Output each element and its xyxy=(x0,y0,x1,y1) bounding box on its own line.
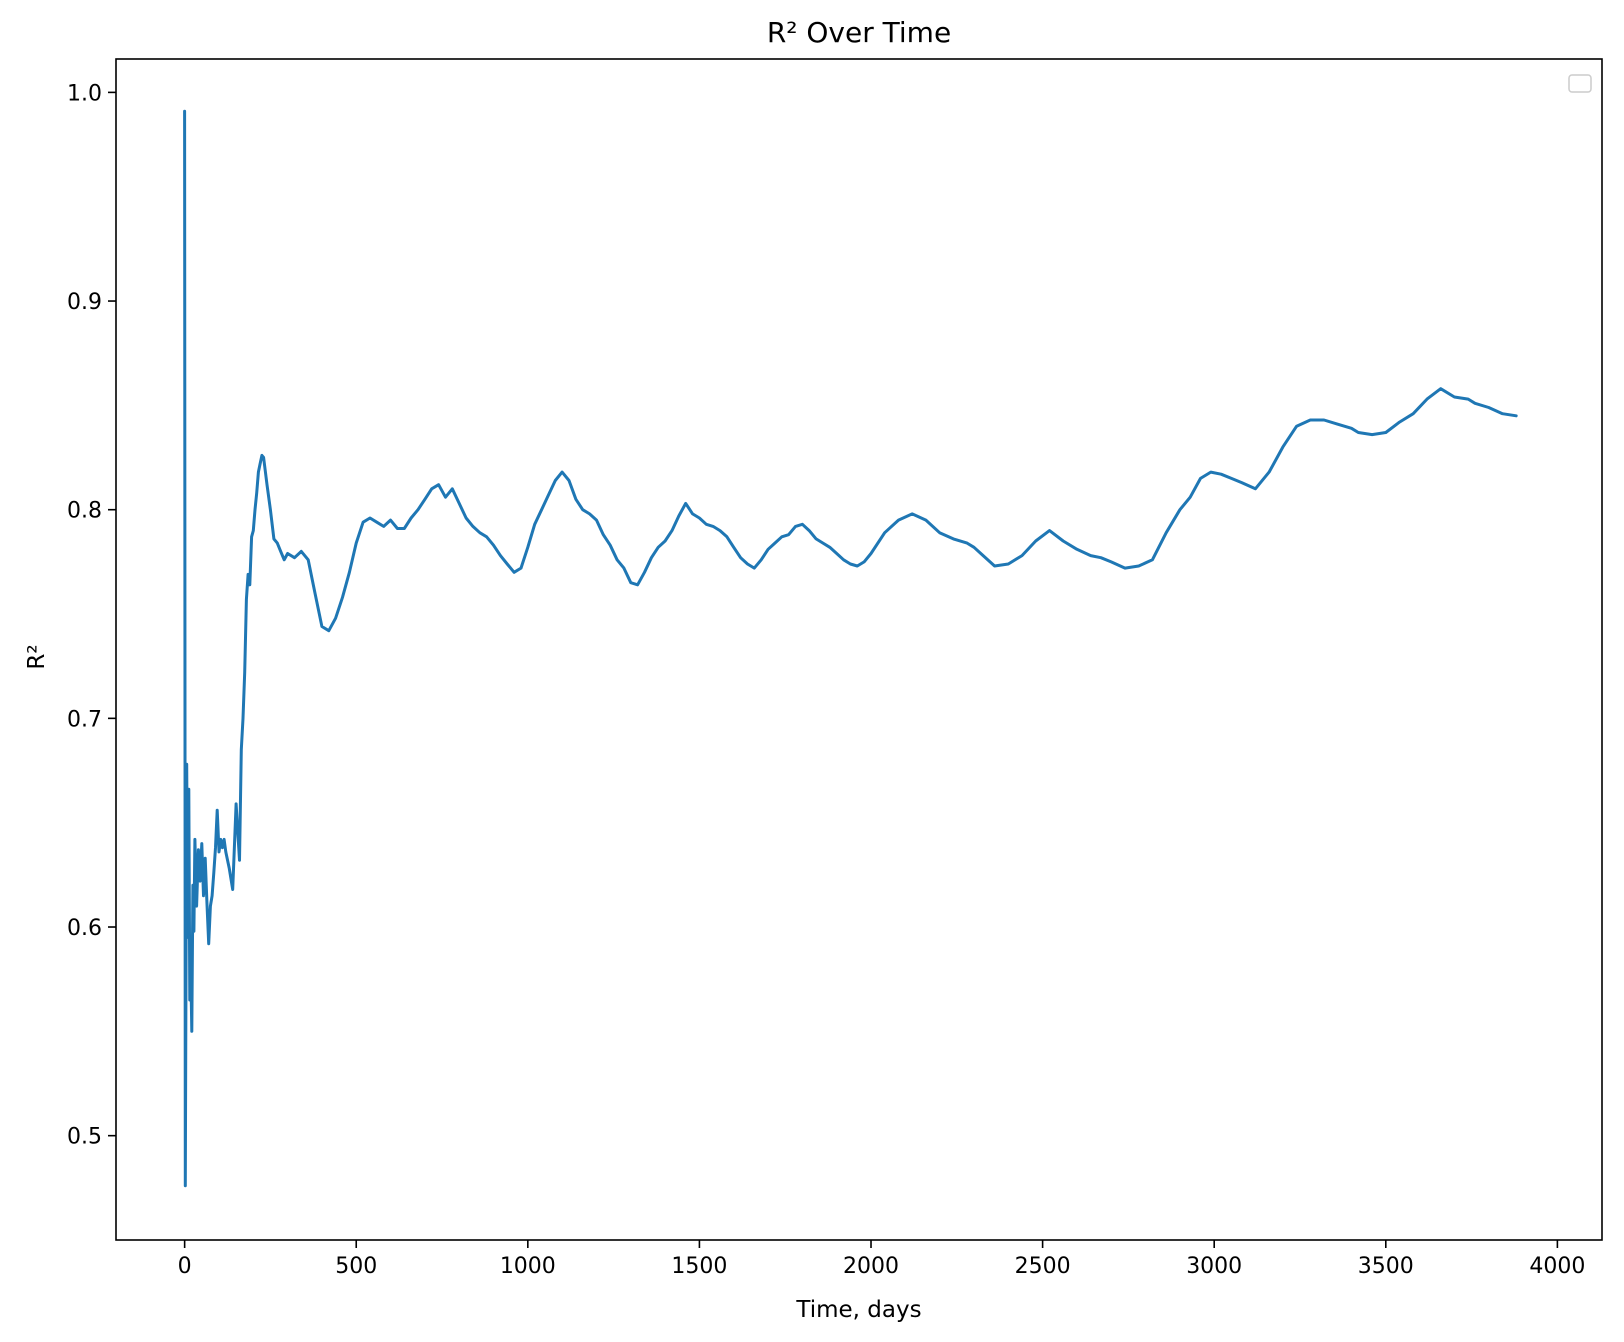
x-tick-label: 3000 xyxy=(1186,1254,1242,1279)
x-tick-label: 3500 xyxy=(1358,1254,1414,1279)
x-tick-label: 2000 xyxy=(843,1254,899,1279)
y-axis-label: R² xyxy=(24,644,50,669)
chart-title: R² Over Time xyxy=(767,16,951,49)
y-axis-ticks: 0.5 0.6 0.7 0.8 0.9 1.0 xyxy=(67,81,116,1150)
series-layer xyxy=(183,109,1518,1188)
y-tick-label: 0.6 xyxy=(67,916,102,941)
x-tick-label: 2500 xyxy=(1015,1254,1071,1279)
x-tick-label: 1000 xyxy=(500,1254,556,1279)
y-tick-label: 0.8 xyxy=(67,499,102,524)
y-tick-label: 0.5 xyxy=(67,1125,102,1150)
y-tick-label: 0.9 xyxy=(67,290,102,315)
plot-frame xyxy=(115,58,1603,1241)
y-tick-label: 0.7 xyxy=(67,707,102,732)
legend-box xyxy=(1568,74,1592,93)
x-axis-ticks: 0 500 1000 1500 2000 2500 3000 3500 4000 xyxy=(178,1240,1585,1279)
series-line xyxy=(183,109,1518,1188)
y-tick-label: 1.0 xyxy=(67,81,102,106)
x-tick-label: 1500 xyxy=(671,1254,727,1279)
x-tick-label: 0 xyxy=(178,1254,192,1279)
x-tick-label: 500 xyxy=(335,1254,377,1279)
x-axis-label: Time, days xyxy=(795,1297,921,1323)
x-tick-label: 4000 xyxy=(1529,1254,1585,1279)
